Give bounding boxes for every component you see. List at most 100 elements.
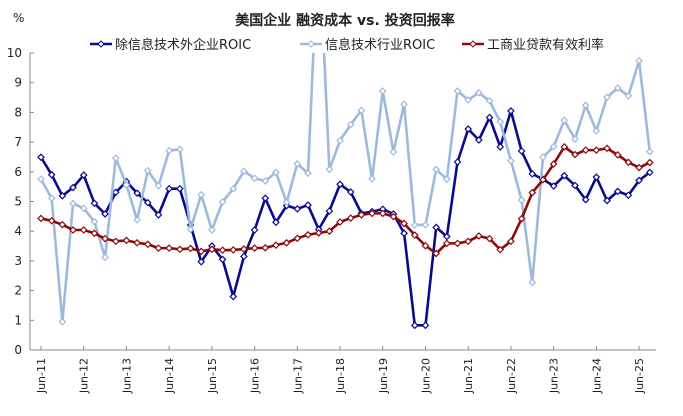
data-point xyxy=(581,101,590,110)
data-point xyxy=(143,240,152,249)
data-point xyxy=(133,189,141,198)
data-point xyxy=(208,226,216,234)
x-tick-label: Jun-12 xyxy=(78,358,91,394)
data-point xyxy=(336,136,344,145)
chart-title: 美国企业 融资成本 vs. 投资回报率 xyxy=(235,12,454,29)
data-point xyxy=(325,227,334,236)
y-tick-label: 4 xyxy=(14,224,22,238)
data-point xyxy=(496,245,505,254)
legend-label: 信息技术行业ROIC xyxy=(325,37,435,53)
data-point xyxy=(485,234,494,243)
data-point xyxy=(496,118,505,126)
x-tick-label: Jun-13 xyxy=(120,358,133,394)
data-point xyxy=(325,207,334,215)
data-point xyxy=(37,153,45,162)
data-point xyxy=(603,196,611,205)
y-tick-label: 10 xyxy=(7,46,22,60)
data-point xyxy=(304,201,312,209)
legend-label: 工商业贷款有效利率 xyxy=(487,37,604,53)
data-point xyxy=(208,245,216,254)
y-tick-label: 7 xyxy=(14,135,22,149)
data-point xyxy=(453,239,462,248)
data-point xyxy=(111,188,120,197)
x-tick-label: Jun-25 xyxy=(633,358,646,394)
data-point xyxy=(613,84,622,92)
data-point xyxy=(432,165,441,174)
data-point xyxy=(272,218,280,227)
data-point xyxy=(336,218,344,226)
data-point xyxy=(133,216,141,224)
data-point xyxy=(400,100,408,109)
data-point xyxy=(293,234,302,243)
x-tick-label: Jun-17 xyxy=(291,358,304,394)
data-point xyxy=(197,257,206,266)
data-point xyxy=(368,209,376,218)
data-point xyxy=(261,177,270,185)
data-point xyxy=(346,214,355,222)
data-point xyxy=(571,150,579,159)
data-point xyxy=(357,106,366,115)
y-tick-label: 1 xyxy=(14,313,22,327)
data-point xyxy=(101,210,109,218)
data-point xyxy=(645,168,654,177)
data-point xyxy=(165,146,174,155)
data-point xyxy=(475,88,483,97)
data-point xyxy=(229,246,238,254)
data-point xyxy=(539,175,547,184)
x-tick-label: Jun-16 xyxy=(249,358,262,394)
data-point xyxy=(293,205,302,213)
data-point xyxy=(122,181,131,189)
data-point xyxy=(464,96,473,104)
data-point xyxy=(517,214,526,223)
legend-label: 除信息技术外企业ROIC xyxy=(115,37,251,53)
data-point xyxy=(58,220,67,229)
data-point xyxy=(560,116,569,125)
data-point xyxy=(581,195,590,204)
data-point xyxy=(517,196,526,204)
axes: 0 1 2 3 4 5 6 7 8 9 10 Jun-11 Jun-12 Jun-13 Jun-14 Jun-… xyxy=(7,46,656,394)
data-point xyxy=(378,209,387,218)
data-point xyxy=(101,253,109,262)
y-tick-label: 2 xyxy=(14,284,22,298)
data-point xyxy=(304,230,312,239)
data-point xyxy=(111,154,120,162)
data-point xyxy=(197,190,206,199)
data-point xyxy=(400,219,408,228)
data-point xyxy=(592,146,601,154)
data-point xyxy=(613,151,622,159)
data-point xyxy=(240,252,248,261)
data-point xyxy=(624,158,633,167)
data-point xyxy=(58,192,67,200)
data-point xyxy=(261,243,270,252)
data-point xyxy=(58,317,67,326)
y-tick-label: 0 xyxy=(14,343,22,357)
data-point xyxy=(560,171,569,180)
data-point xyxy=(336,180,344,189)
data-point xyxy=(528,188,537,197)
data-point xyxy=(47,170,56,179)
data-point xyxy=(282,238,291,247)
data-point xyxy=(229,292,238,301)
series-line xyxy=(39,109,651,327)
x-tick-label: Jun-19 xyxy=(377,358,390,394)
legend-marker xyxy=(469,40,477,48)
data-point xyxy=(37,214,45,223)
data-point xyxy=(549,160,558,168)
data-point xyxy=(410,231,419,239)
data-point xyxy=(197,247,206,256)
data-point xyxy=(79,171,88,179)
data-point xyxy=(218,197,227,206)
data-point xyxy=(421,321,430,330)
series-0 xyxy=(37,107,654,330)
data-point xyxy=(90,199,99,208)
data-point xyxy=(69,199,77,208)
data-point xyxy=(378,87,387,95)
x-tick-label: Jun-11 xyxy=(35,358,48,394)
data-point xyxy=(539,153,547,162)
data-point xyxy=(229,184,238,193)
data-point xyxy=(133,238,141,247)
data-point xyxy=(143,198,152,207)
data-point xyxy=(635,56,643,65)
data-point xyxy=(581,146,590,154)
data-point xyxy=(645,147,654,156)
